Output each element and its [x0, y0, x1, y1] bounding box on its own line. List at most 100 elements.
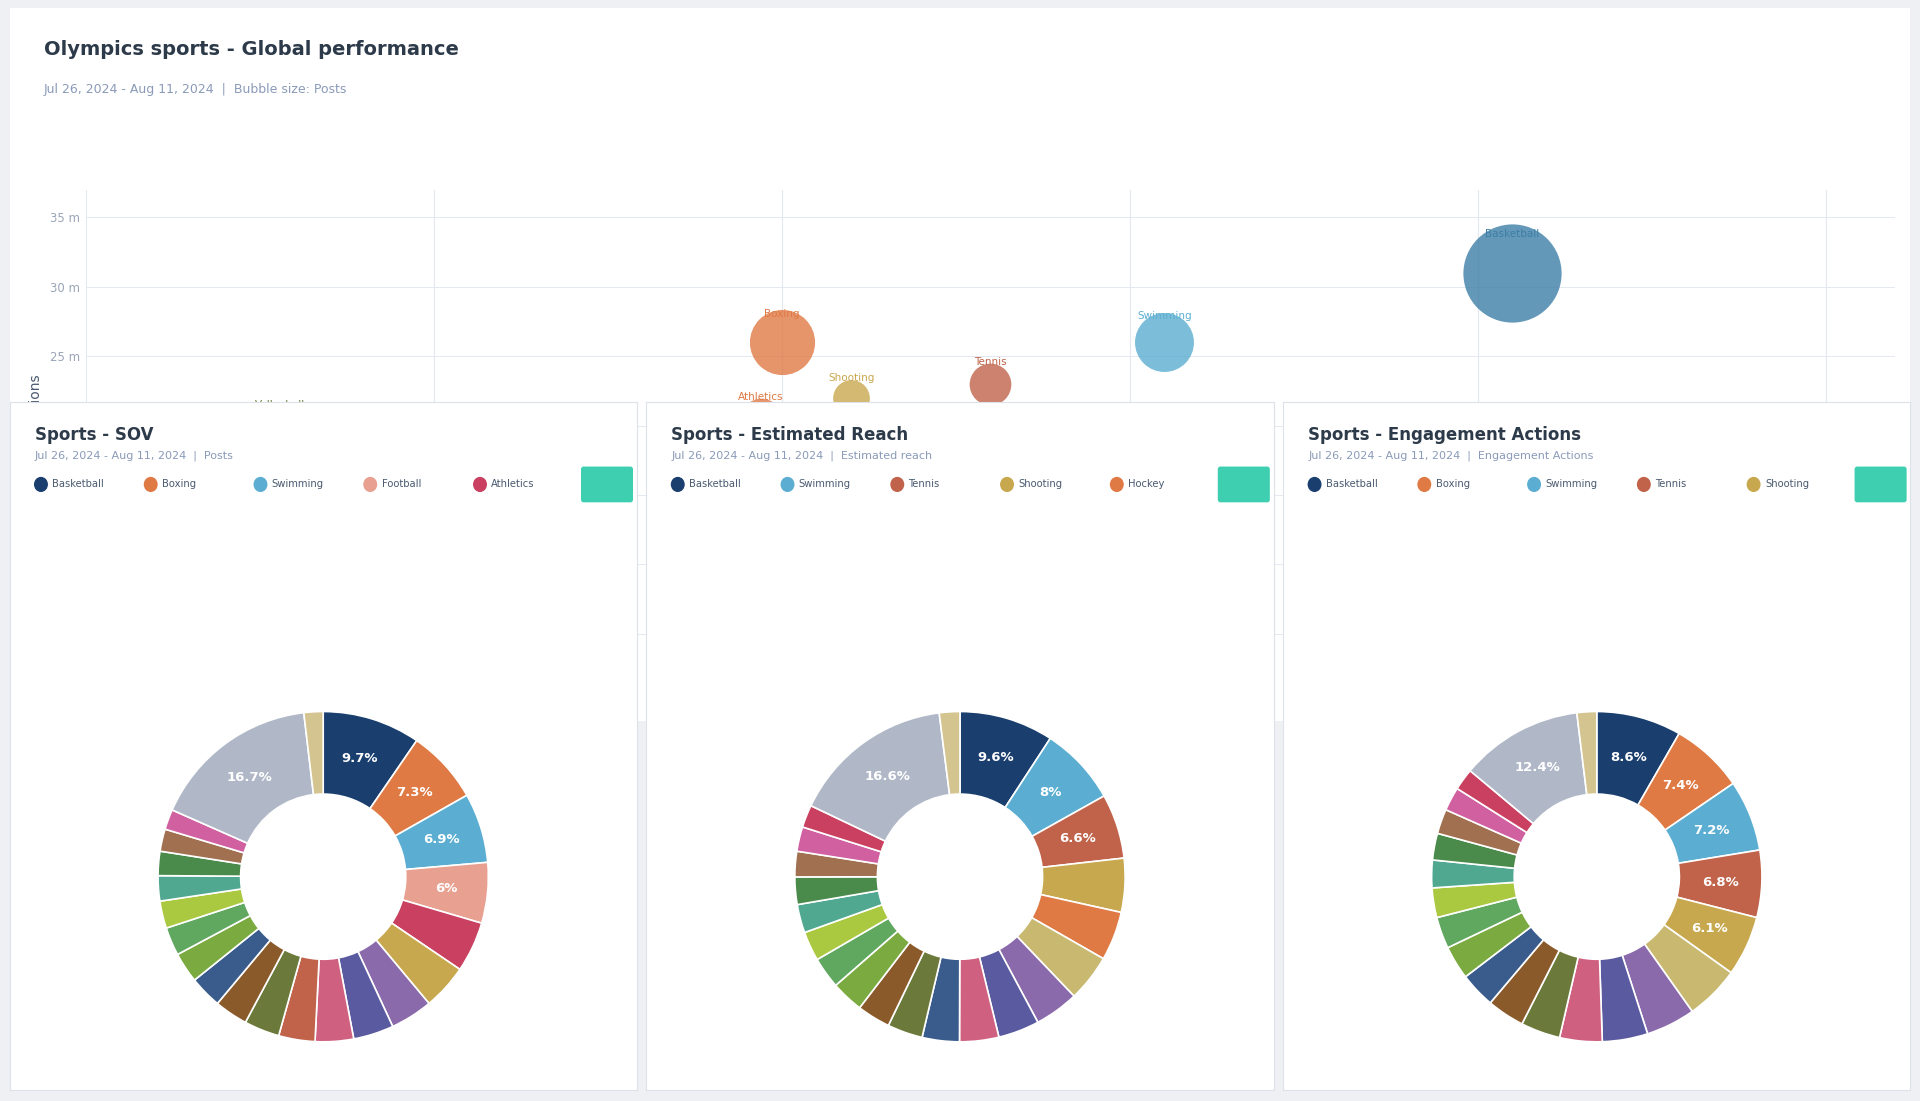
Wedge shape [1490, 940, 1559, 1024]
Wedge shape [323, 711, 417, 808]
X-axis label: Estimated reach: Estimated reach [933, 729, 1046, 743]
Text: Basketball: Basketball [689, 479, 741, 490]
Text: Shooting: Shooting [828, 373, 874, 383]
Text: Swimming: Swimming [1137, 310, 1192, 320]
Circle shape [1528, 478, 1540, 491]
Text: 16.7%: 16.7% [227, 771, 273, 784]
Wedge shape [1676, 850, 1763, 917]
Wedge shape [1622, 944, 1692, 1034]
Wedge shape [173, 712, 313, 843]
Circle shape [253, 478, 267, 491]
Wedge shape [177, 916, 259, 980]
Text: 7.2%: 7.2% [1693, 825, 1730, 837]
Text: Swimming: Swimming [799, 479, 851, 490]
FancyBboxPatch shape [582, 467, 634, 502]
Wedge shape [167, 903, 250, 955]
Text: Tennis: Tennis [908, 479, 939, 490]
Circle shape [474, 478, 486, 491]
Text: +16: +16 [595, 478, 620, 488]
Wedge shape [1006, 739, 1104, 837]
Text: Diving: Diving [501, 480, 534, 490]
Text: Boxing: Boxing [764, 308, 799, 318]
Wedge shape [1465, 927, 1544, 1003]
Point [300, 600, 330, 618]
Wedge shape [979, 949, 1039, 1037]
Text: 6.6%: 6.6% [1060, 832, 1096, 846]
Text: Basketball: Basketball [1486, 229, 1540, 239]
Text: Sports - SOV: Sports - SOV [35, 426, 154, 444]
Wedge shape [371, 741, 467, 836]
Wedge shape [1446, 788, 1526, 843]
Text: 7.3%: 7.3% [396, 786, 432, 799]
Text: Triathlon: Triathlon [480, 535, 526, 546]
Wedge shape [1041, 858, 1125, 913]
Point [363, 535, 394, 553]
Point [870, 445, 900, 462]
Wedge shape [315, 958, 353, 1042]
Text: Table Tennis: Table Tennis [645, 549, 708, 559]
Wedge shape [1018, 917, 1104, 996]
Wedge shape [835, 931, 910, 1007]
Wedge shape [392, 900, 482, 969]
Wedge shape [246, 949, 301, 1036]
Text: Sports - Estimated Reach: Sports - Estimated Reach [672, 426, 908, 444]
Text: 7.4%: 7.4% [1663, 780, 1699, 793]
Wedge shape [889, 951, 941, 1037]
Wedge shape [998, 937, 1073, 1023]
Text: Shooting: Shooting [1764, 479, 1809, 490]
Circle shape [1747, 478, 1761, 491]
Point [488, 548, 518, 566]
Wedge shape [1438, 809, 1521, 855]
Wedge shape [396, 795, 488, 870]
Wedge shape [165, 810, 248, 853]
Text: Golf: Golf [382, 620, 403, 631]
Wedge shape [1436, 897, 1523, 948]
Wedge shape [303, 711, 323, 795]
Wedge shape [157, 875, 242, 902]
Wedge shape [939, 711, 960, 795]
Text: 12.4%: 12.4% [1515, 761, 1561, 774]
Point [835, 389, 866, 406]
Circle shape [891, 478, 904, 491]
Wedge shape [1597, 711, 1680, 805]
Wedge shape [1448, 913, 1530, 977]
Text: Athletics: Athletics [492, 479, 536, 490]
Wedge shape [217, 940, 284, 1023]
FancyBboxPatch shape [1855, 467, 1907, 502]
Wedge shape [159, 889, 244, 928]
Text: Jul 26, 2024 - Aug 11, 2024  |  Engagement Actions: Jul 26, 2024 - Aug 11, 2024 | Engagement… [1308, 450, 1594, 460]
Point [766, 334, 797, 351]
Text: Olympics sports - Global performance: Olympics sports - Global performance [44, 40, 459, 58]
Wedge shape [357, 940, 428, 1026]
Wedge shape [1031, 894, 1121, 959]
Wedge shape [1471, 712, 1586, 824]
Text: Boxing: Boxing [1436, 479, 1469, 490]
Text: Breaking: Breaking [250, 602, 298, 612]
Text: 8.6%: 8.6% [1611, 751, 1647, 763]
Wedge shape [803, 806, 885, 852]
Text: Jul 26, 2024 - Aug 11, 2024  |  Bubble size: Posts: Jul 26, 2024 - Aug 11, 2024 | Bubble siz… [44, 83, 348, 96]
Text: Tennis: Tennis [1655, 479, 1686, 490]
Text: +16: +16 [1231, 478, 1256, 488]
Wedge shape [922, 957, 960, 1042]
Point [501, 493, 532, 511]
Text: Swimming: Swimming [273, 479, 324, 490]
Wedge shape [795, 851, 879, 876]
Wedge shape [403, 862, 488, 924]
Text: Jul 26, 2024 - Aug 11, 2024  |  Posts: Jul 26, 2024 - Aug 11, 2024 | Posts [35, 450, 234, 460]
Wedge shape [1523, 950, 1578, 1037]
Text: Surfing: Surfing [367, 578, 403, 588]
Circle shape [672, 478, 684, 491]
Point [376, 632, 407, 650]
Wedge shape [376, 923, 461, 1003]
Circle shape [1638, 478, 1649, 491]
Wedge shape [1645, 925, 1732, 1012]
Point [787, 451, 818, 469]
Text: Basketball: Basketball [1327, 479, 1377, 490]
Text: Jul 26, 2024 - Aug 11, 2024  |  Estimated reach: Jul 26, 2024 - Aug 11, 2024 | Estimated … [672, 450, 933, 460]
Text: 8%: 8% [1039, 786, 1062, 798]
Circle shape [1419, 478, 1430, 491]
Circle shape [365, 478, 376, 491]
Wedge shape [797, 827, 881, 864]
Text: +16: +16 [1868, 478, 1893, 488]
